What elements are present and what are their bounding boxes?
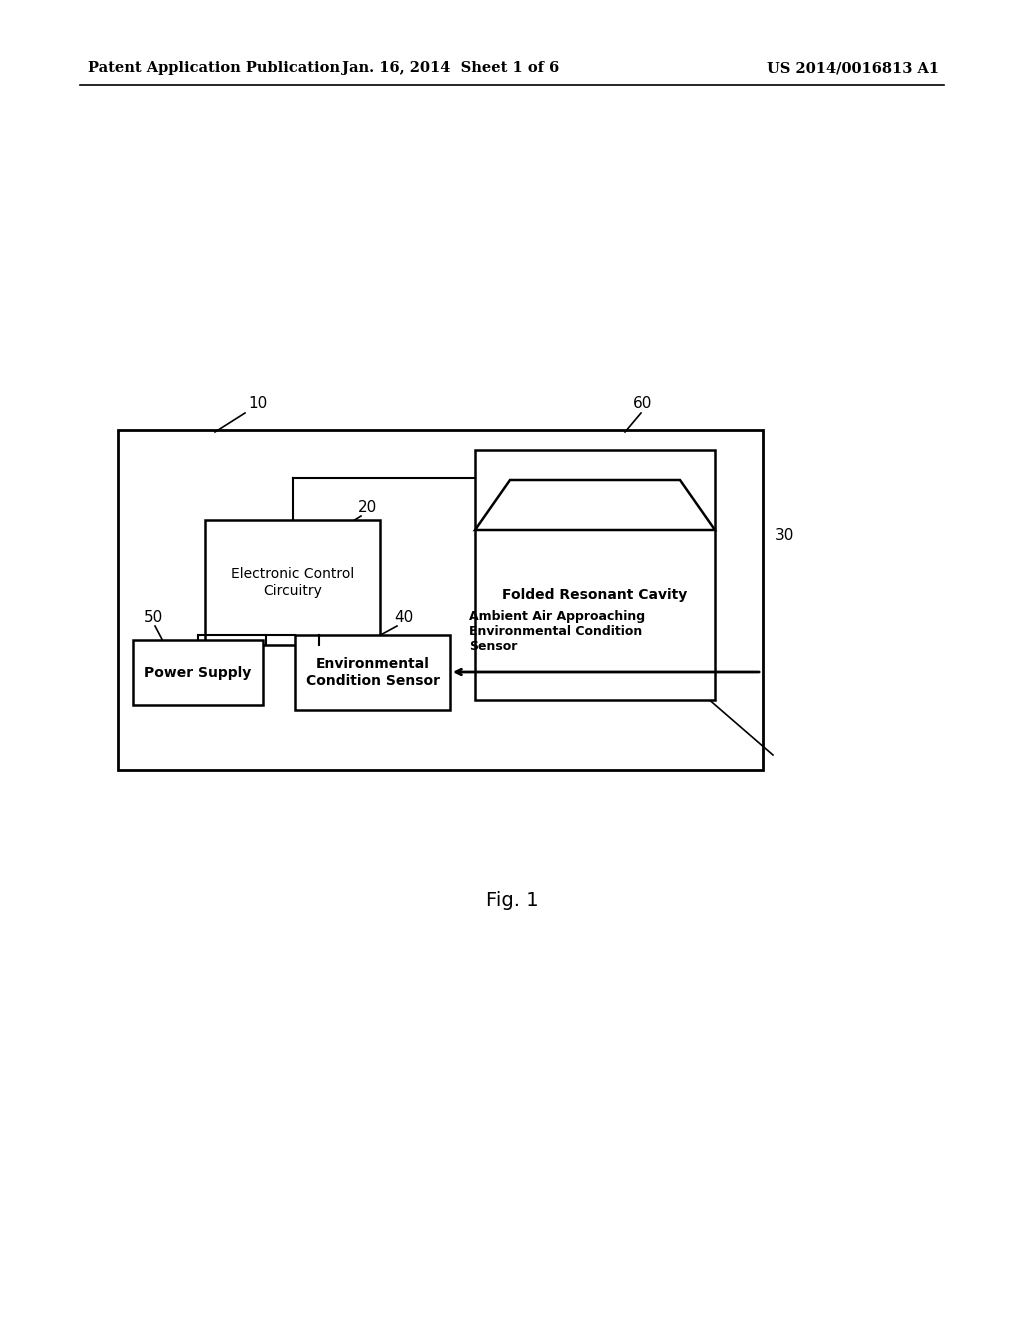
Text: 40: 40 <box>394 610 414 626</box>
Text: Audio
Output Transducer: Audio Output Transducer <box>529 491 660 519</box>
Bar <box>475 450 715 700</box>
Text: US 2014/0016813 A1: US 2014/0016813 A1 <box>767 61 939 75</box>
Text: Folded Resonant Cavity: Folded Resonant Cavity <box>503 587 688 602</box>
Bar <box>118 430 763 770</box>
Text: 50: 50 <box>144 610 163 626</box>
Text: 30: 30 <box>775 528 795 543</box>
Text: Power Supply: Power Supply <box>144 665 252 680</box>
Text: Jan. 16, 2014  Sheet 1 of 6: Jan. 16, 2014 Sheet 1 of 6 <box>342 61 559 75</box>
Text: Electronic Control
Circuitry: Electronic Control Circuitry <box>230 568 354 598</box>
Bar <box>295 635 450 710</box>
Polygon shape <box>475 480 715 531</box>
Bar <box>205 520 380 645</box>
Text: Ambient Air Approaching
Environmental Condition
Sensor: Ambient Air Approaching Environmental Co… <box>469 610 645 653</box>
Text: Environmental
Condition Sensor: Environmental Condition Sensor <box>305 657 439 688</box>
Text: 10: 10 <box>248 396 267 412</box>
Text: Patent Application Publication: Patent Application Publication <box>88 61 340 75</box>
Bar <box>133 640 263 705</box>
Text: 60: 60 <box>633 396 652 412</box>
Text: 20: 20 <box>358 500 377 516</box>
Text: Fig. 1: Fig. 1 <box>485 891 539 909</box>
